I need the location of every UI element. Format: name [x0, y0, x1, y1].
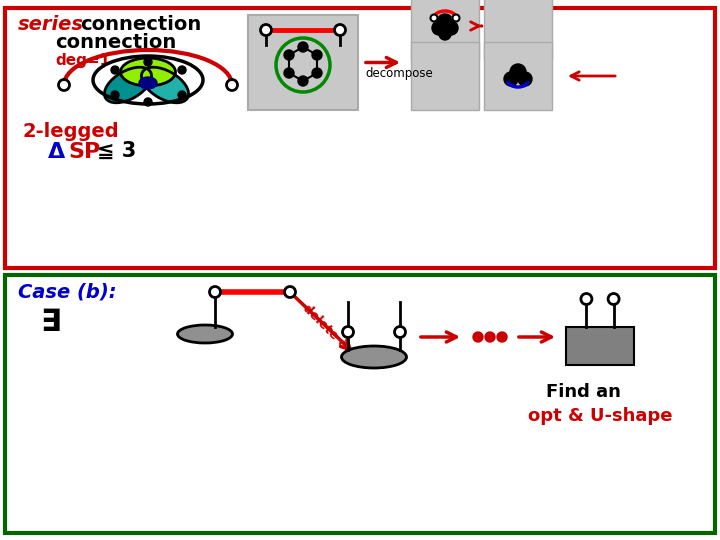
Circle shape	[111, 91, 119, 99]
Circle shape	[111, 66, 119, 74]
Text: opt & U-shape: opt & U-shape	[528, 407, 672, 425]
Circle shape	[395, 327, 405, 338]
Circle shape	[210, 287, 220, 298]
Text: 2-legged: 2-legged	[22, 122, 119, 141]
Circle shape	[504, 72, 518, 86]
Circle shape	[432, 21, 446, 35]
Circle shape	[439, 28, 451, 40]
Ellipse shape	[104, 67, 152, 103]
Circle shape	[178, 66, 186, 74]
Circle shape	[473, 332, 483, 342]
Circle shape	[312, 50, 322, 60]
Circle shape	[284, 68, 294, 78]
Circle shape	[312, 68, 322, 78]
Circle shape	[261, 24, 271, 36]
FancyBboxPatch shape	[248, 15, 358, 110]
Text: SP: SP	[68, 142, 100, 162]
Text: connection: connection	[55, 33, 176, 52]
FancyBboxPatch shape	[484, 0, 552, 60]
Circle shape	[485, 332, 495, 342]
Circle shape	[284, 287, 295, 298]
Text: ∃: ∃	[40, 308, 61, 337]
Circle shape	[227, 79, 238, 91]
Ellipse shape	[139, 77, 157, 89]
Circle shape	[437, 14, 453, 30]
Circle shape	[608, 294, 619, 305]
Text: Case (b):: Case (b):	[18, 282, 117, 301]
FancyBboxPatch shape	[411, 42, 479, 110]
Circle shape	[444, 21, 458, 35]
Circle shape	[298, 42, 308, 52]
Circle shape	[178, 91, 186, 99]
Circle shape	[335, 24, 346, 36]
FancyBboxPatch shape	[411, 0, 479, 60]
Circle shape	[58, 79, 70, 91]
Ellipse shape	[120, 58, 176, 86]
Circle shape	[144, 58, 152, 66]
Circle shape	[284, 50, 294, 60]
Circle shape	[452, 15, 459, 22]
Text: ≦ 3: ≦ 3	[97, 141, 136, 161]
Circle shape	[343, 327, 354, 338]
FancyBboxPatch shape	[566, 327, 634, 365]
Circle shape	[518, 72, 532, 86]
Text: deg=1: deg=1	[55, 53, 110, 68]
FancyBboxPatch shape	[484, 42, 552, 110]
Circle shape	[510, 64, 526, 80]
Text: Find an: Find an	[546, 383, 621, 401]
Ellipse shape	[178, 325, 233, 343]
Circle shape	[581, 294, 592, 305]
Circle shape	[144, 98, 152, 106]
Circle shape	[298, 76, 308, 86]
Text: connection: connection	[80, 15, 202, 34]
FancyBboxPatch shape	[5, 8, 715, 268]
FancyBboxPatch shape	[5, 275, 715, 533]
Text: Δ: Δ	[48, 142, 66, 162]
Circle shape	[497, 332, 507, 342]
Text: series: series	[18, 15, 84, 34]
Text: decompose: decompose	[365, 66, 433, 79]
Ellipse shape	[341, 346, 407, 368]
Text: delete edge: delete edge	[300, 302, 368, 370]
Circle shape	[431, 15, 438, 22]
Ellipse shape	[141, 67, 189, 103]
